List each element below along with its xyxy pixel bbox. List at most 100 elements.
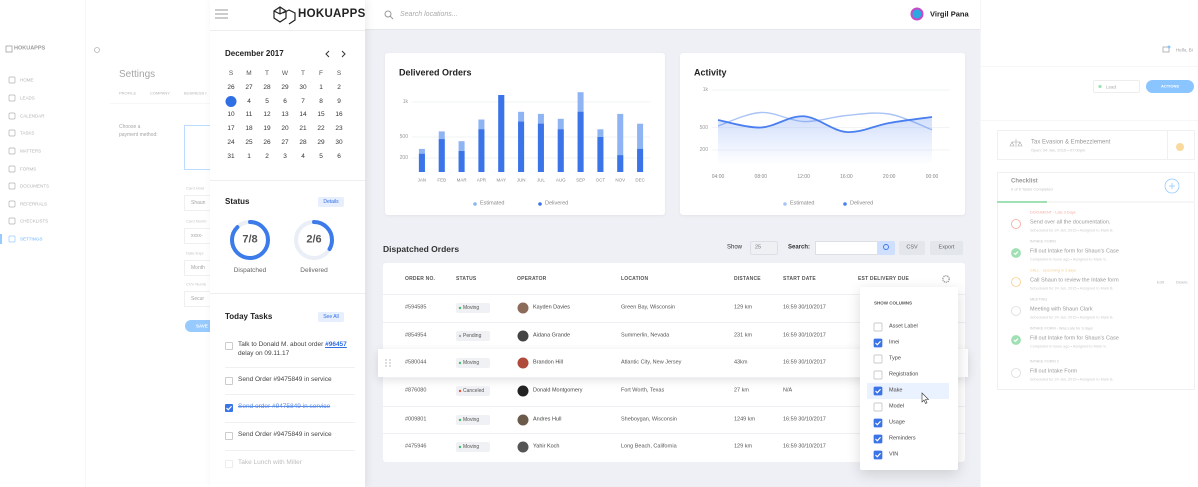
distance: 129 km [734, 443, 753, 450]
calendar-day[interactable]: 5 [265, 97, 269, 105]
calendar-day[interactable]: 6 [283, 97, 287, 105]
checklist-title: Checklist [1011, 178, 1038, 185]
calendar-day[interactable]: 18 [245, 125, 253, 133]
calendar-day[interactable]: 10 [227, 111, 235, 119]
task-text-part: Send order #9475849 in service [238, 403, 331, 410]
user-name[interactable]: Virgil Pana [930, 9, 969, 19]
task-checkbox[interactable] [225, 460, 233, 468]
calendar-day[interactable]: 14 [299, 111, 307, 119]
search-placeholder[interactable]: Search locations... [400, 10, 458, 18]
nav-item[interactable]: CALENDAR [20, 113, 45, 119]
calendar-day[interactable]: 13 [281, 111, 289, 119]
nav-item[interactable]: HOME [20, 77, 34, 83]
calendar-day[interactable]: 1 [247, 153, 251, 161]
option-label[interactable]: Model [889, 403, 904, 410]
calendar-day[interactable]: 31 [227, 153, 235, 161]
calendar-day[interactable]: 5 [319, 153, 323, 161]
calendar-day[interactable]: 28 [263, 84, 271, 92]
settings-tab[interactable]: COMPANY [150, 90, 170, 96]
item-action[interactable]: Edit [1157, 279, 1164, 285]
save-button[interactable] [185, 320, 217, 332]
option-label[interactable]: Reminders [889, 435, 916, 442]
calendar-day[interactable]: 11 [245, 111, 253, 119]
calendar-day[interactable]: 29 [281, 84, 289, 92]
calendar-day[interactable]: 8 [319, 97, 323, 105]
actions-button[interactable] [1146, 80, 1194, 93]
calendar-day[interactable]: 15 [317, 111, 325, 119]
nav-item[interactable]: DOCUMENTS [20, 183, 49, 189]
calendar-day[interactable]: 21 [299, 125, 307, 133]
calendar-day[interactable]: 9 [337, 97, 341, 105]
nav-item[interactable]: REFERRALS [20, 201, 48, 207]
details-chip[interactable] [318, 197, 344, 207]
calendar-day[interactable]: 29 [317, 139, 325, 147]
nav-item[interactable]: SETTINGS [20, 236, 43, 242]
task-text: Take Lunch with Miller [238, 458, 353, 467]
table-button[interactable] [930, 241, 963, 255]
x-tick-label: OCT [595, 177, 606, 183]
calendar-day[interactable]: 30 [335, 139, 343, 147]
calendar-day[interactable]: 22 [317, 125, 325, 133]
calendar-day[interactable]: 12 [263, 111, 271, 119]
nav-item[interactable]: FORMS [20, 166, 37, 172]
item-meta: Scheduled for 24 Jan, 2015 • Assigned to… [1030, 377, 1114, 382]
calendar-day[interactable]: 6 [337, 153, 341, 161]
chart-title: Activity [694, 67, 727, 78]
calendar-day[interactable]: 24 [227, 139, 235, 147]
calendar-day[interactable]: 3 [283, 153, 287, 161]
field-value: Month [191, 265, 205, 271]
settings-tab[interactable]: PROFILE [119, 90, 137, 96]
calendar-day[interactable]: 28 [299, 139, 307, 147]
status-label: Canceled [463, 388, 485, 394]
calendar-day[interactable]: 23 [335, 125, 343, 133]
calendar-day[interactable]: 26 [263, 139, 271, 147]
x-tick-label: MAY [496, 177, 506, 183]
task-checkbox[interactable] [225, 432, 233, 440]
calendar-day[interactable]: 26 [227, 84, 235, 92]
calendar-day[interactable]: 17 [227, 125, 235, 133]
calendar-day[interactable]: 20 [281, 125, 289, 133]
calendar-day[interactable]: 19 [263, 125, 271, 133]
calendar-day[interactable]: 1 [319, 84, 323, 92]
option-label[interactable]: Asset Label [889, 323, 918, 330]
option-label[interactable]: VIN [889, 451, 899, 458]
task-checkbox[interactable] [225, 377, 233, 385]
table-button-label: Export [938, 244, 955, 251]
task-text: Send order #9475849 in service [238, 402, 353, 411]
x-tick-label: 04:00 [711, 174, 725, 180]
operator-name: Andres Hull [533, 416, 562, 423]
field-label: Card Numb [186, 218, 207, 224]
option-label[interactable]: Make [889, 387, 903, 394]
calendar-day[interactable]: 30 [299, 84, 307, 92]
nav-item[interactable]: MATTERS [20, 148, 42, 154]
case-title: Tax Evasion & Embezzlement [1031, 139, 1111, 146]
table-search-input[interactable] [815, 241, 878, 255]
nav-item[interactable]: TASKS [20, 130, 35, 136]
page-size-value: 25 [755, 244, 762, 251]
nav-item[interactable]: LEADS [20, 95, 35, 101]
calendar-day[interactable]: 16 [335, 111, 343, 119]
legend-label: Estimated [480, 200, 505, 207]
lead-select[interactable] [1093, 80, 1140, 93]
calendar-day[interactable]: 4 [247, 97, 251, 105]
calendar-day[interactable]: 25 [245, 139, 253, 147]
calendar-day[interactable]: 27 [281, 139, 289, 147]
page-size-select[interactable] [750, 241, 778, 255]
table-button[interactable] [899, 241, 925, 255]
option-label[interactable]: Usage [889, 419, 905, 426]
calendar-day[interactable]: 2 [265, 153, 269, 161]
option-label[interactable]: Imei [889, 339, 900, 346]
item-action[interactable]: Delete [1176, 279, 1188, 285]
option-label[interactable]: Registration [889, 371, 919, 378]
calendar-day[interactable]: 7 [301, 97, 305, 105]
calendar-day[interactable]: 2 [337, 84, 341, 92]
calendar-day[interactable]: 4 [301, 153, 305, 161]
tasks-title: Today Tasks [225, 312, 273, 322]
see-all-chip[interactable] [318, 312, 344, 322]
option-label[interactable]: Type [889, 355, 901, 362]
nav-item[interactable]: CHECKLISTS [20, 218, 49, 224]
task-checkbox[interactable] [225, 342, 233, 350]
settings-tab[interactable]: BUSINESS I [184, 90, 207, 96]
calendar-day[interactable]: 27 [245, 84, 253, 92]
